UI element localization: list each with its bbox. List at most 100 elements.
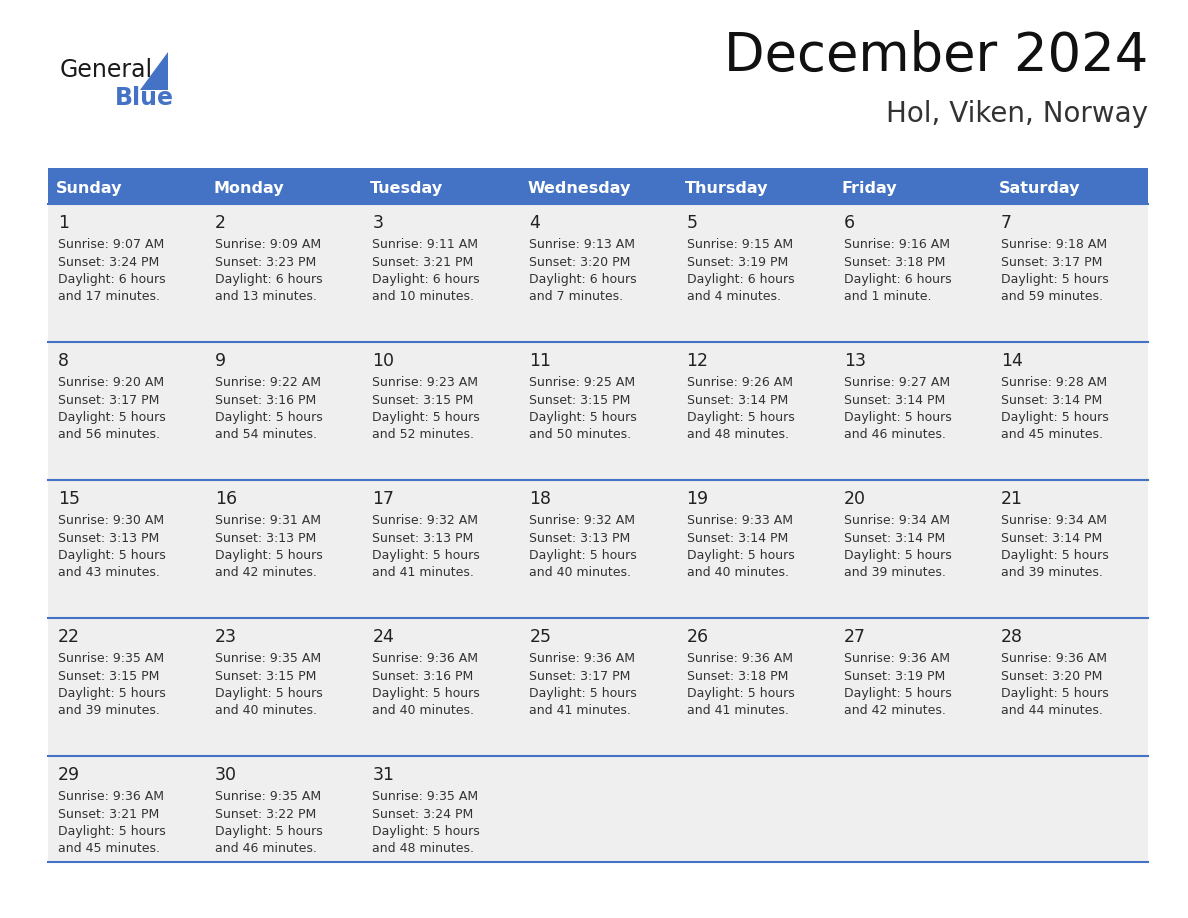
Text: Sunset: 3:18 PM: Sunset: 3:18 PM [843, 255, 946, 268]
Text: Daylight: 5 hours: Daylight: 5 hours [687, 411, 795, 424]
Text: 11: 11 [530, 352, 551, 370]
Text: Daylight: 5 hours: Daylight: 5 hours [843, 687, 952, 700]
Text: 24: 24 [372, 628, 394, 646]
Text: Sunset: 3:14 PM: Sunset: 3:14 PM [843, 394, 944, 407]
Text: 12: 12 [687, 352, 708, 370]
Text: Sunrise: 9:36 AM: Sunrise: 9:36 AM [687, 652, 792, 665]
Text: Daylight: 5 hours: Daylight: 5 hours [58, 687, 166, 700]
Text: Sunset: 3:15 PM: Sunset: 3:15 PM [58, 669, 159, 682]
Bar [48, 168, 1148, 204]
Text: Sunrise: 9:22 AM: Sunrise: 9:22 AM [215, 376, 321, 389]
Text: 29: 29 [58, 766, 80, 784]
Text: and 48 minutes.: and 48 minutes. [372, 843, 474, 856]
Text: General: General [61, 58, 153, 82]
Text: Sunrise: 9:26 AM: Sunrise: 9:26 AM [687, 376, 792, 389]
Text: and 1 minute.: and 1 minute. [843, 290, 931, 304]
Text: Sunrise: 9:36 AM: Sunrise: 9:36 AM [843, 652, 949, 665]
Text: and 44 minutes.: and 44 minutes. [1000, 704, 1102, 718]
Text: and 59 minutes.: and 59 minutes. [1000, 290, 1102, 304]
Text: Sunrise: 9:35 AM: Sunrise: 9:35 AM [215, 652, 321, 665]
Text: Sunset: 3:13 PM: Sunset: 3:13 PM [372, 532, 474, 544]
Text: Sunset: 3:19 PM: Sunset: 3:19 PM [687, 255, 788, 268]
Text: 21: 21 [1000, 490, 1023, 508]
Text: and 39 minutes.: and 39 minutes. [58, 704, 160, 718]
Text: Daylight: 5 hours: Daylight: 5 hours [58, 825, 166, 838]
Text: 23: 23 [215, 628, 238, 646]
Text: Sunrise: 9:32 AM: Sunrise: 9:32 AM [372, 514, 479, 527]
Text: and 54 minutes.: and 54 minutes. [215, 429, 317, 442]
Text: Sunrise: 9:34 AM: Sunrise: 9:34 AM [1000, 514, 1107, 527]
Text: Daylight: 5 hours: Daylight: 5 hours [530, 549, 637, 562]
Text: Sunrise: 9:15 AM: Sunrise: 9:15 AM [687, 238, 792, 251]
Text: Daylight: 5 hours: Daylight: 5 hours [1000, 687, 1108, 700]
Text: Sunday: Sunday [56, 181, 122, 196]
Text: and 40 minutes.: and 40 minutes. [372, 704, 474, 718]
Text: 4: 4 [530, 214, 541, 232]
Text: Sunset: 3:17 PM: Sunset: 3:17 PM [58, 394, 159, 407]
Text: Sunset: 3:14 PM: Sunset: 3:14 PM [687, 532, 788, 544]
Text: Sunrise: 9:13 AM: Sunrise: 9:13 AM [530, 238, 636, 251]
Text: Sunrise: 9:36 AM: Sunrise: 9:36 AM [1000, 652, 1107, 665]
Bar [48, 342, 1148, 480]
Text: Sunrise: 9:25 AM: Sunrise: 9:25 AM [530, 376, 636, 389]
Text: and 42 minutes.: and 42 minutes. [215, 566, 317, 579]
Text: Daylight: 6 hours: Daylight: 6 hours [215, 273, 323, 286]
Text: Tuesday: Tuesday [371, 181, 443, 196]
Text: Sunset: 3:24 PM: Sunset: 3:24 PM [58, 255, 159, 268]
Text: Daylight: 5 hours: Daylight: 5 hours [843, 411, 952, 424]
Text: Sunset: 3:16 PM: Sunset: 3:16 PM [215, 394, 316, 407]
Text: Blue: Blue [115, 86, 173, 110]
Text: 26: 26 [687, 628, 709, 646]
Text: 7: 7 [1000, 214, 1012, 232]
Text: 9: 9 [215, 352, 226, 370]
Text: Sunrise: 9:27 AM: Sunrise: 9:27 AM [843, 376, 950, 389]
Text: Sunrise: 9:35 AM: Sunrise: 9:35 AM [372, 790, 479, 803]
Text: Sunrise: 9:35 AM: Sunrise: 9:35 AM [215, 790, 321, 803]
Text: Monday: Monday [213, 181, 284, 196]
Text: Daylight: 5 hours: Daylight: 5 hours [372, 411, 480, 424]
Text: 6: 6 [843, 214, 855, 232]
Text: and 39 minutes.: and 39 minutes. [1000, 566, 1102, 579]
Text: and 40 minutes.: and 40 minutes. [530, 566, 632, 579]
Text: Friday: Friday [842, 181, 897, 196]
Text: Daylight: 5 hours: Daylight: 5 hours [58, 549, 166, 562]
Text: Daylight: 5 hours: Daylight: 5 hours [58, 411, 166, 424]
Text: Sunset: 3:14 PM: Sunset: 3:14 PM [1000, 532, 1102, 544]
Text: and 50 minutes.: and 50 minutes. [530, 429, 632, 442]
Text: 18: 18 [530, 490, 551, 508]
Text: Daylight: 5 hours: Daylight: 5 hours [215, 411, 323, 424]
Text: 3: 3 [372, 214, 384, 232]
Text: Daylight: 5 hours: Daylight: 5 hours [530, 687, 637, 700]
Text: Sunset: 3:13 PM: Sunset: 3:13 PM [58, 532, 159, 544]
Text: Sunrise: 9:18 AM: Sunrise: 9:18 AM [1000, 238, 1107, 251]
Text: and 13 minutes.: and 13 minutes. [215, 290, 317, 304]
Text: Daylight: 5 hours: Daylight: 5 hours [215, 549, 323, 562]
Text: 1: 1 [58, 214, 69, 232]
Text: Sunset: 3:21 PM: Sunset: 3:21 PM [58, 808, 159, 821]
Text: Daylight: 5 hours: Daylight: 5 hours [372, 825, 480, 838]
Text: Sunset: 3:14 PM: Sunset: 3:14 PM [1000, 394, 1102, 407]
Text: Sunrise: 9:36 AM: Sunrise: 9:36 AM [58, 790, 164, 803]
Text: 30: 30 [215, 766, 238, 784]
Text: Sunset: 3:20 PM: Sunset: 3:20 PM [1000, 669, 1102, 682]
Text: Sunrise: 9:36 AM: Sunrise: 9:36 AM [530, 652, 636, 665]
Bar [48, 204, 1148, 342]
Text: and 4 minutes.: and 4 minutes. [687, 290, 781, 304]
Text: Sunrise: 9:23 AM: Sunrise: 9:23 AM [372, 376, 479, 389]
Text: 13: 13 [843, 352, 866, 370]
Text: 5: 5 [687, 214, 697, 232]
Text: Sunset: 3:15 PM: Sunset: 3:15 PM [215, 669, 316, 682]
Text: Daylight: 5 hours: Daylight: 5 hours [215, 687, 323, 700]
Text: and 41 minutes.: and 41 minutes. [530, 704, 631, 718]
Text: Daylight: 6 hours: Daylight: 6 hours [58, 273, 165, 286]
Text: Daylight: 6 hours: Daylight: 6 hours [687, 273, 795, 286]
Text: Sunrise: 9:30 AM: Sunrise: 9:30 AM [58, 514, 164, 527]
Text: Sunrise: 9:07 AM: Sunrise: 9:07 AM [58, 238, 164, 251]
Text: Sunrise: 9:31 AM: Sunrise: 9:31 AM [215, 514, 321, 527]
Text: Daylight: 5 hours: Daylight: 5 hours [1000, 549, 1108, 562]
Text: and 52 minutes.: and 52 minutes. [372, 429, 474, 442]
Text: Sunset: 3:15 PM: Sunset: 3:15 PM [530, 394, 631, 407]
Text: 25: 25 [530, 628, 551, 646]
Text: Sunset: 3:19 PM: Sunset: 3:19 PM [843, 669, 944, 682]
Text: and 46 minutes.: and 46 minutes. [843, 429, 946, 442]
